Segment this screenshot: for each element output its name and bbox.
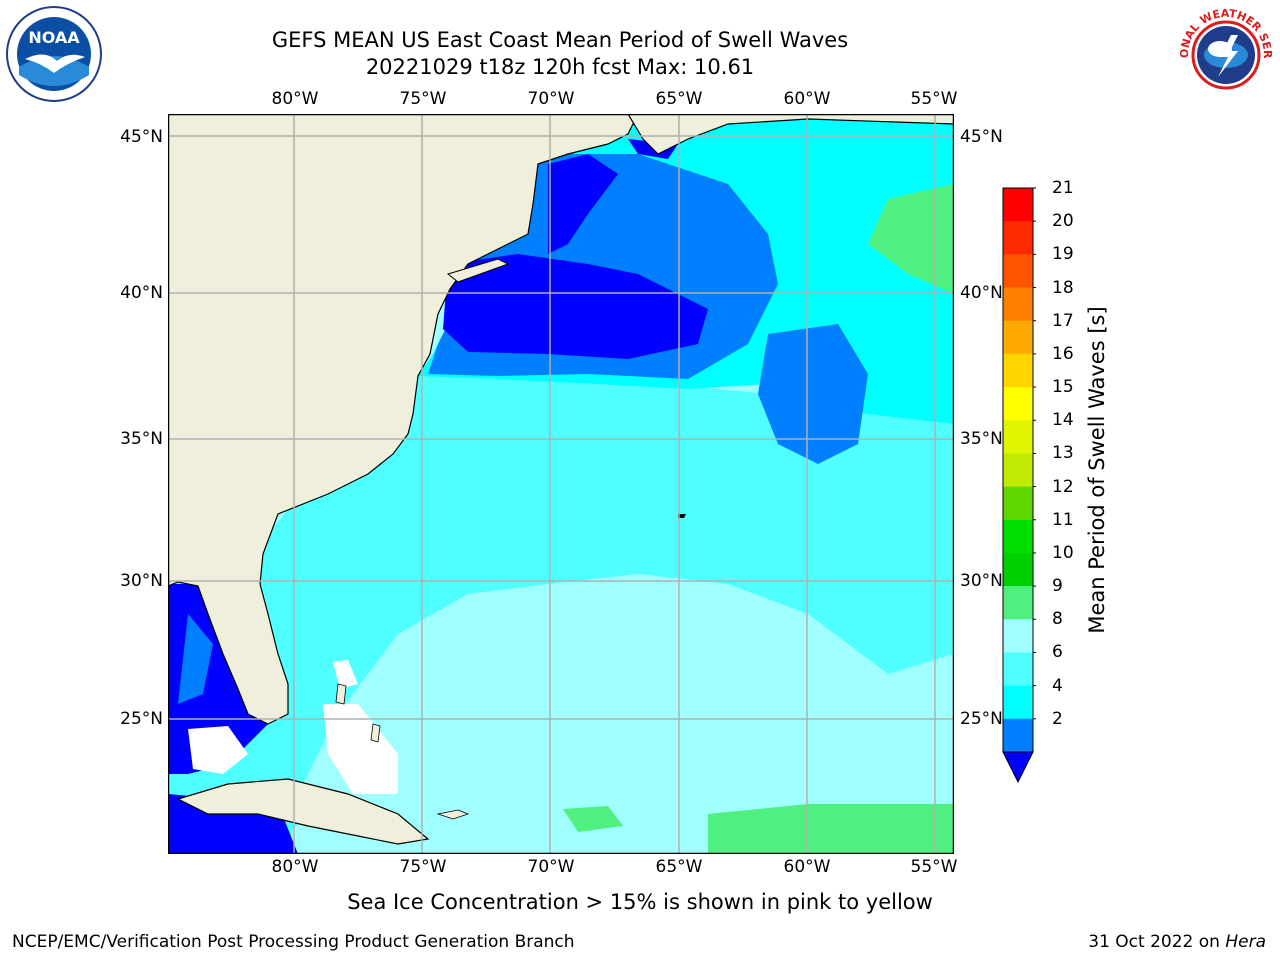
colorbar-tick-label: 21 [1052, 178, 1074, 198]
colorbar-tick-label: 8 [1052, 609, 1063, 630]
colorbar-label: Mean Period of Swell Waves [s] [1085, 306, 1109, 634]
colorbar-segment [1003, 420, 1033, 454]
colorbar-segment [1003, 685, 1033, 720]
footer-date: 31 Oct 2022 on [1088, 932, 1226, 952]
no-data-patch [188, 726, 248, 774]
lon-label-bottom: 65°W [655, 857, 703, 877]
colorbar-segment [1003, 519, 1033, 554]
colorbar-segment [1003, 320, 1033, 355]
colorbar-segment [1003, 619, 1033, 653]
colorbar-tick-label: 9 [1052, 576, 1063, 597]
lon-label-top: 60°W [783, 89, 831, 109]
lat-label-right: 45°N [960, 127, 1003, 147]
colorbar-segment [1003, 188, 1033, 222]
lon-label-bottom: 70°W [527, 857, 575, 877]
lon-label-top: 70°W [527, 89, 575, 109]
colorbar-outline [1002, 187, 1034, 753]
colorbar-segment [1003, 486, 1033, 521]
colorbar-tick-label: 16 [1052, 343, 1074, 364]
colorbar-segment [1003, 254, 1033, 289]
swell-9-10s-zone-se [708, 804, 954, 854]
colorbar [1000, 186, 1036, 786]
colorbar-tick-label: 11 [1052, 509, 1074, 530]
noaa-logo-text: NOAA [28, 28, 80, 47]
colorbar-segment [1003, 353, 1033, 388]
colorbar-tick-label: 20 [1052, 211, 1074, 232]
swell-9-10s-zone-ne [868, 184, 954, 294]
lat-label-right: 40°N [960, 283, 1003, 303]
colorbar-segment [1003, 287, 1033, 322]
noaa-logo: NOAA [5, 5, 103, 103]
lon-label-bottom: 80°W [271, 857, 319, 877]
map-subtitle-run: 20221029 t18z 120h fcst Max: 10.61 [365, 55, 755, 79]
map-title: GEFS MEAN US East Coast Mean Period of S… [271, 28, 849, 52]
footer-right: 31 Oct 2022 on Hera [1088, 932, 1266, 952]
colorbar-tick-label: 6 [1052, 642, 1063, 663]
colorbar-segment [1003, 453, 1033, 488]
colorbar-extend-triangle [1002, 751, 1034, 784]
footer-left: NCEP/EMC/Verification Post Processing Pr… [12, 932, 575, 952]
colorbar-tick-label: 10 [1052, 542, 1074, 563]
colorbar-segment [1003, 586, 1033, 620]
lon-label-bottom: 55°W [910, 857, 958, 877]
lat-label-right: 25°N [960, 709, 1003, 729]
lat-label-left: 30°N [120, 571, 163, 591]
lon-label-top: 80°W [271, 89, 319, 109]
nws-logo: NATIONAL WEATHER SERVICE [1171, 0, 1276, 105]
swell-below-2s-zone [548, 154, 618, 254]
cuba-landmass [176, 778, 430, 845]
sea-ice-note: Sea Ice Concentration > 15% is shown in … [347, 890, 933, 914]
colorbar-tick-label: 17 [1052, 310, 1074, 331]
lat-label-right: 30°N [960, 571, 1003, 591]
colorbar-tick-label: 19 [1052, 244, 1074, 265]
colorbar-tick-label: 4 [1052, 675, 1063, 696]
colorbar-segment [1003, 387, 1033, 421]
swell-6-8s-zone [168, 364, 954, 854]
colorbar-segment [1003, 652, 1033, 687]
colorbar-tick-label: 14 [1052, 410, 1074, 431]
lon-label-top: 55°W [910, 89, 958, 109]
colorbar-segment [1003, 718, 1033, 753]
colorbar-segment [1003, 552, 1033, 587]
colorbar-tick-label: 13 [1052, 443, 1074, 464]
lat-label-left: 25°N [120, 709, 163, 729]
colorbar-tick-label: 12 [1052, 476, 1074, 497]
lat-label-left: 40°N [120, 283, 163, 303]
lon-label-bottom: 60°W [783, 857, 831, 877]
north-america-landmass [168, 114, 639, 725]
map-graticule [168, 114, 954, 854]
colorbar-segment [1003, 221, 1033, 255]
colorbar-tick-label: 15 [1052, 377, 1074, 398]
colorbar-tick-label: 2 [1052, 708, 1063, 729]
lon-label-top: 65°W [655, 89, 703, 109]
lat-label-left: 45°N [120, 127, 163, 147]
lon-label-top: 75°W [399, 89, 447, 109]
lat-label-right: 35°N [960, 429, 1003, 449]
lon-label-bottom: 75°W [399, 857, 447, 877]
swell-period-map [167, 113, 955, 855]
colorbar-tick-label: 18 [1052, 277, 1074, 298]
footer-host: Hera [1225, 932, 1266, 952]
lat-label-left: 35°N [120, 429, 163, 449]
